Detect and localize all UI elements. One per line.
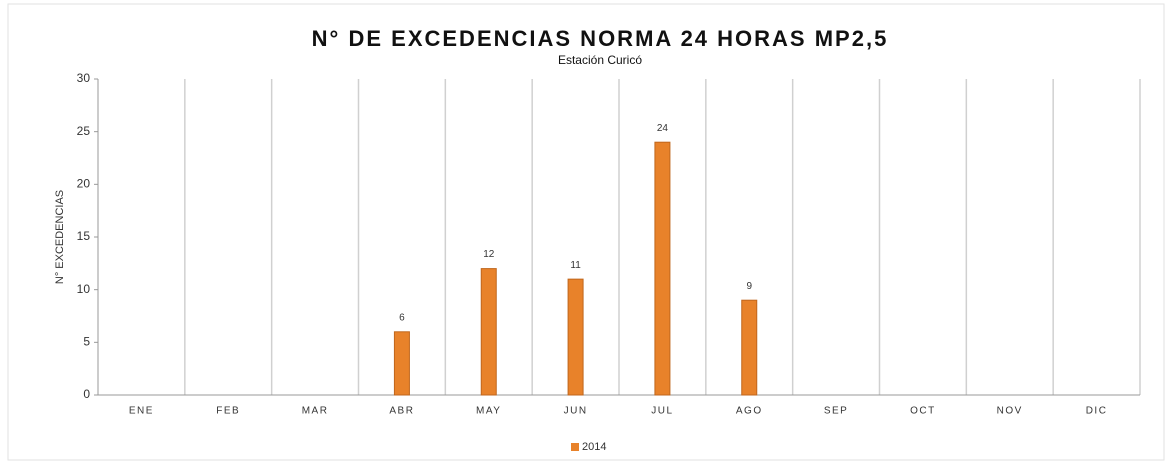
data-label: 12: [483, 249, 495, 260]
x-tick-label: OCT: [910, 406, 936, 417]
x-tick-label: JUL: [651, 406, 673, 417]
chart-subtitle: Estación Curicó: [558, 53, 642, 67]
bar: [480, 268, 497, 396]
x-tick-label: ABR: [389, 406, 414, 417]
x-tick-label: FEB: [216, 406, 240, 417]
x-tick-label: DIC: [1086, 406, 1108, 417]
y-tick-label: 25: [77, 124, 91, 138]
bar: [393, 331, 410, 396]
bar: [567, 278, 584, 396]
y-tick-label: 5: [83, 335, 90, 349]
x-tick-label: SEP: [824, 406, 849, 417]
y-tick-label: 15: [77, 229, 91, 243]
legend-swatch: [571, 443, 579, 451]
data-label: 6: [399, 312, 405, 323]
bar: [741, 299, 758, 396]
y-tick-label: 30: [77, 71, 91, 85]
data-label: 24: [657, 123, 669, 134]
x-tick-label: MAR: [302, 406, 329, 417]
y-tick-label: 20: [77, 177, 91, 191]
y-tick-label: 10: [77, 282, 91, 296]
x-tick-label: NOV: [997, 406, 1023, 417]
x-tick-label: ENE: [129, 406, 154, 417]
data-label: 9: [746, 281, 752, 292]
y-tick-label: 0: [83, 387, 90, 401]
x-tick-label: JUN: [564, 406, 588, 417]
chart-title: N° DE EXCEDENCIAS NORMA 24 HORAS MP2,5: [312, 26, 889, 51]
x-tick-label: MAY: [476, 406, 501, 417]
bar: [654, 141, 671, 396]
x-tick-label: AGO: [736, 406, 763, 417]
data-label: 11: [570, 260, 581, 271]
legend-label: 2014: [582, 441, 606, 453]
y-axis-label: N° EXCEDENCIAS: [54, 190, 66, 284]
chart-frame: [7, 3, 1165, 461]
